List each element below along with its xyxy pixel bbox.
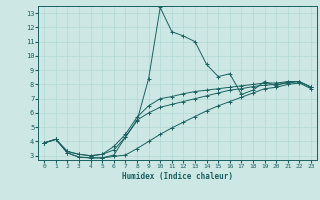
X-axis label: Humidex (Indice chaleur): Humidex (Indice chaleur) xyxy=(122,172,233,181)
